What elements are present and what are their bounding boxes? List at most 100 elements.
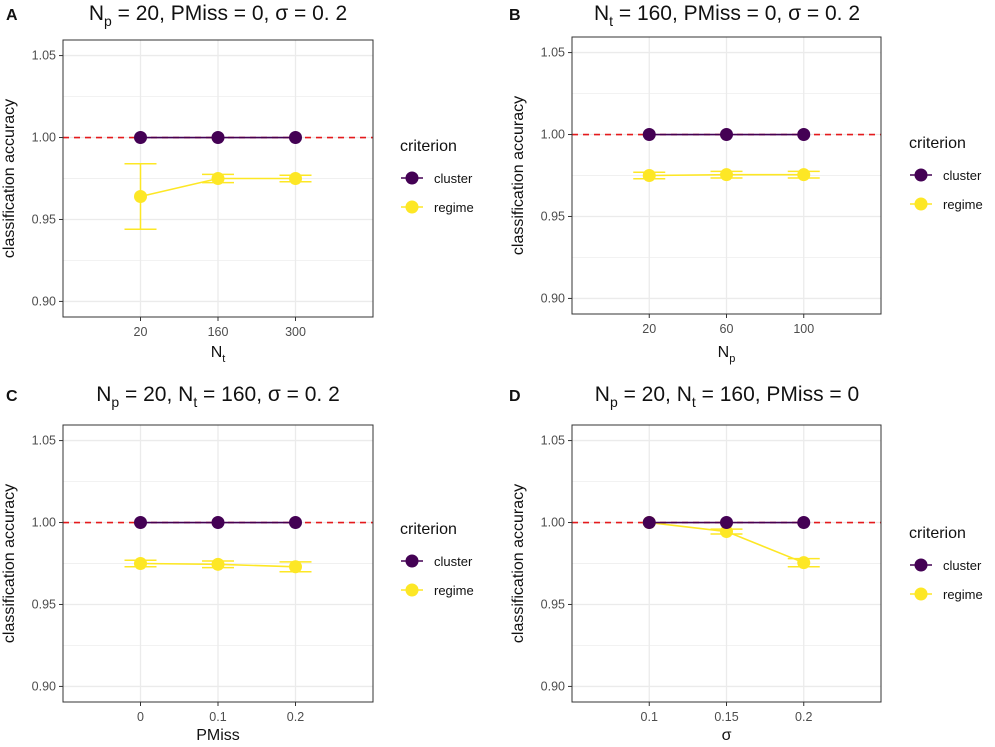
y-tick-label: 0.95 xyxy=(32,597,56,611)
x-tick-label: 300 xyxy=(285,325,306,339)
data-point xyxy=(720,128,733,142)
legend-title: criterion xyxy=(400,521,457,538)
y-tick-label: 0.90 xyxy=(541,291,565,305)
y-tick-label: 1.00 xyxy=(32,516,56,530)
y-tick-label: 1.05 xyxy=(32,49,56,63)
data-point xyxy=(797,556,811,570)
series-cluster xyxy=(642,516,811,530)
panel-title: Np = 20, PMiss = 0, σ = 0. 2 xyxy=(89,2,347,29)
data-point xyxy=(642,128,656,142)
panel-letter: C xyxy=(6,388,18,405)
data-point xyxy=(289,516,302,530)
data-point xyxy=(134,190,147,204)
data-point xyxy=(797,128,811,142)
series-cluster xyxy=(642,128,811,142)
panel-title: Np = 20, Nt = 160, PMiss = 0 xyxy=(595,383,859,410)
x-tick-label: 160 xyxy=(208,325,229,339)
panel-letter: A xyxy=(6,7,18,24)
data-point xyxy=(211,172,225,185)
legend-label: cluster xyxy=(943,558,982,573)
legend-key-point xyxy=(914,587,928,601)
panel-a: 0.90 0.95 1.00 1.05 20 160 300 classification a… xyxy=(1,2,474,365)
data-point xyxy=(797,168,811,182)
legend-label: regime xyxy=(434,583,474,598)
data-point xyxy=(720,525,733,539)
legend-label: cluster xyxy=(434,171,473,186)
legend: criterion cluster regime xyxy=(400,521,474,598)
panel-letter: D xyxy=(509,388,521,405)
legend-item-regime: regime xyxy=(910,587,983,602)
data-point xyxy=(211,516,225,530)
y-tick-label: 1.05 xyxy=(541,46,565,60)
legend: criterion cluster regime xyxy=(909,525,983,602)
legend-item-cluster: cluster xyxy=(401,554,473,569)
data-point xyxy=(134,557,147,570)
x-tick-label: 0.15 xyxy=(714,710,738,724)
legend-label: cluster xyxy=(434,554,473,569)
legend-key-point xyxy=(405,171,419,185)
legend: criterion cluster regime xyxy=(400,138,474,215)
legend-key-point xyxy=(405,554,419,568)
legend-item-regime: regime xyxy=(910,197,983,212)
y-tick-label: 0.95 xyxy=(541,597,565,611)
data-point xyxy=(134,516,147,530)
x-tick-label: 0 xyxy=(137,710,144,724)
series-cluster xyxy=(134,516,302,530)
panel-title: Nt = 160, PMiss = 0, σ = 0. 2 xyxy=(594,2,860,29)
series-regime xyxy=(124,557,312,574)
legend-key-point xyxy=(405,583,419,597)
x-axis-title: σ xyxy=(722,727,732,744)
y-tick-label: 1.05 xyxy=(541,434,565,448)
legend-title: criterion xyxy=(909,525,966,542)
data-point xyxy=(720,168,733,182)
y-axis-title: classification accuracy xyxy=(1,99,18,258)
x-tick-label: 0.1 xyxy=(209,710,226,724)
y-tick-label: 0.90 xyxy=(32,294,56,308)
y-tick-label: 1.00 xyxy=(541,128,565,142)
y-tick-label: 1.00 xyxy=(541,516,565,530)
legend-item-cluster: cluster xyxy=(910,558,982,573)
legend-label: cluster xyxy=(943,168,982,183)
x-axis-title: Nt xyxy=(211,344,226,365)
y-axis-title: classification accuracy xyxy=(1,484,18,643)
data-point xyxy=(289,560,302,574)
data-point xyxy=(134,131,147,145)
panel-title: Np = 20, Nt = 160, σ = 0. 2 xyxy=(96,383,340,410)
data-point xyxy=(211,131,225,145)
legend-item-regime: regime xyxy=(401,583,474,598)
legend-title: criterion xyxy=(400,138,457,155)
x-tick-label: 0.2 xyxy=(287,710,304,724)
x-tick-label: 100 xyxy=(793,322,814,336)
x-tick-label: 60 xyxy=(720,322,734,336)
data-point xyxy=(720,516,733,530)
panel-letter: B xyxy=(509,7,521,24)
y-tick-label: 0.95 xyxy=(541,209,565,223)
y-tick-label: 0.95 xyxy=(32,212,56,226)
data-point xyxy=(642,516,656,530)
panel-d: 0.90 0.95 1.00 1.05 0.1 0.15 0.2 classification… xyxy=(509,383,983,744)
series-regime xyxy=(124,162,312,231)
y-axis-title: classification accuracy xyxy=(510,96,527,255)
panel-c: 0.90 0.95 1.00 1.05 0 0.1 0.2 classification ac… xyxy=(1,383,474,744)
legend-label: regime xyxy=(943,587,983,602)
data-point xyxy=(289,172,302,185)
y-tick-label: 0.90 xyxy=(541,679,565,693)
legend: criterion cluster regime xyxy=(909,135,983,212)
x-tick-label: 20 xyxy=(134,325,148,339)
legend-key-point xyxy=(914,197,928,211)
legend-item-cluster: cluster xyxy=(401,171,473,186)
legend-item-regime: regime xyxy=(401,200,474,215)
x-axis-title: PMiss xyxy=(196,727,240,744)
x-tick-label: 0.2 xyxy=(795,710,812,724)
legend-key-point xyxy=(405,200,419,214)
x-tick-label: 20 xyxy=(642,322,656,336)
panel-b: 0.90 0.95 1.00 1.05 20 60 100 classification ac… xyxy=(509,2,983,365)
x-tick-label: 0.1 xyxy=(641,710,658,724)
data-point xyxy=(642,169,656,182)
x-axis-title: Np xyxy=(718,344,736,365)
legend-label: regime xyxy=(434,200,474,215)
data-point xyxy=(211,557,225,571)
legend-key-point xyxy=(914,558,928,572)
series-cluster xyxy=(134,131,302,145)
